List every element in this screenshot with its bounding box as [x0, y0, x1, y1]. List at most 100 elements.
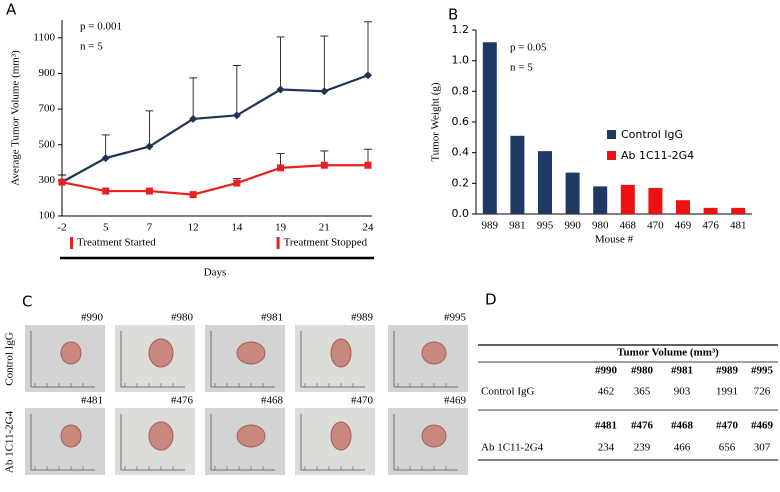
photo-id: #980	[171, 312, 194, 324]
x-tick-label: 21	[319, 222, 330, 234]
bar	[703, 207, 718, 214]
x-tick-label: 990	[564, 220, 581, 232]
photo-id: #995	[444, 312, 467, 324]
marker	[233, 179, 241, 187]
series-line	[61, 164, 368, 196]
y-tick-label: 0.4	[452, 146, 470, 159]
table-title: Tumor Volume (mm³)	[617, 347, 719, 359]
bar	[565, 172, 580, 214]
tumor	[236, 424, 266, 448]
photo-id: #981	[261, 312, 283, 324]
tumor	[60, 424, 82, 448]
table-value: 239	[634, 442, 651, 454]
marker	[277, 164, 285, 172]
table-value: 466	[674, 442, 691, 454]
y-tick-label: 1.2	[452, 23, 470, 36]
marker	[145, 142, 154, 151]
y-tick-label: 0.2	[452, 176, 470, 189]
y-tick-label: 500	[39, 138, 56, 150]
panel-label: C	[22, 293, 32, 311]
photo-id: #481	[81, 395, 103, 407]
y-tick-label: 700	[39, 103, 56, 115]
legend-label: Control IgG	[621, 128, 683, 141]
annotation: n = 5	[510, 62, 533, 74]
x-tick-label: 470	[647, 220, 664, 232]
legend-label: Ab 1C11-2G4	[621, 149, 694, 162]
x-axis-label: Days	[204, 267, 227, 279]
x-tick-label: 481	[730, 220, 747, 232]
x-tick-label: 995	[537, 220, 554, 232]
table-id: #995	[751, 365, 774, 377]
series-line	[61, 74, 369, 184]
table-id: #990	[595, 365, 618, 377]
y-tick-label: 900	[39, 67, 56, 79]
x-tick-label: 980	[592, 220, 609, 232]
photo-id: #469	[444, 395, 467, 407]
photo-id: #989	[351, 312, 374, 324]
legend-swatch	[607, 130, 616, 139]
photo-id: #990	[81, 312, 104, 324]
table-id: #469	[751, 420, 774, 432]
x-tick-label: 476	[702, 220, 719, 232]
marker	[320, 161, 328, 169]
marker	[364, 161, 372, 169]
x-tick-label: 981	[509, 220, 526, 232]
panel-label: A	[6, 1, 17, 19]
photo-id: #468	[261, 395, 284, 407]
marker	[102, 187, 110, 195]
table-value: 1991	[716, 386, 738, 398]
y-tick-label: 300	[39, 174, 56, 186]
treatment-marker	[276, 237, 280, 249]
tumor	[330, 421, 352, 451]
x-tick-label: 12	[188, 222, 199, 234]
marker	[101, 154, 110, 163]
table-id: #481	[595, 420, 617, 432]
table-value: 365	[634, 386, 651, 398]
y-tick-label: 0.0	[452, 207, 470, 220]
row-label: Ab 1C11-2G4	[4, 410, 16, 473]
table-value: 726	[754, 386, 771, 398]
x-tick-label: -2	[57, 222, 66, 234]
x-tick-label: 989	[482, 220, 499, 232]
table-id: #989	[716, 365, 739, 377]
treatment-marker	[70, 237, 73, 249]
table-id: #476	[631, 420, 654, 432]
bar	[593, 186, 608, 214]
table-value: 307	[754, 442, 771, 454]
table-value: 462	[598, 386, 615, 398]
x-tick-label: 468	[620, 220, 637, 232]
y-axis-label: Average Tumor Volume (mm³)	[10, 50, 22, 186]
tumor	[148, 338, 174, 368]
tumor	[60, 341, 82, 365]
bar	[482, 42, 497, 215]
panel-label: B	[448, 6, 458, 24]
x-tick-label: 7	[147, 222, 153, 234]
marker	[189, 114, 198, 123]
bar	[648, 187, 663, 214]
photo-id: #476	[171, 395, 194, 407]
y-tick-label: 1100	[33, 31, 55, 43]
y-tick-label: 0.8	[452, 84, 470, 97]
marker	[189, 191, 197, 199]
tumor	[421, 424, 447, 448]
tumor	[236, 341, 266, 365]
marker	[58, 178, 66, 186]
legend-swatch	[607, 151, 616, 160]
x-tick-label: 14	[231, 222, 243, 234]
tumor	[330, 338, 352, 368]
bar	[676, 200, 690, 214]
marker	[320, 87, 329, 96]
x-tick-label: 469	[675, 220, 692, 232]
photo-id: #470	[351, 395, 374, 407]
table-id: #980	[631, 365, 654, 377]
y-tick-label: 0.6	[452, 115, 470, 128]
y-axis-label: Tumor Weight (g)	[430, 82, 442, 162]
table-row-label: Ab 1C11-2G4	[481, 442, 544, 454]
annotation: n = 5	[80, 41, 103, 53]
table-id: #468	[671, 420, 694, 432]
table-id: #470	[716, 420, 739, 432]
table-row-label: Control IgG	[481, 386, 535, 398]
annotation: p = 0.001	[80, 21, 122, 33]
bar	[510, 135, 525, 214]
bar	[620, 184, 635, 214]
